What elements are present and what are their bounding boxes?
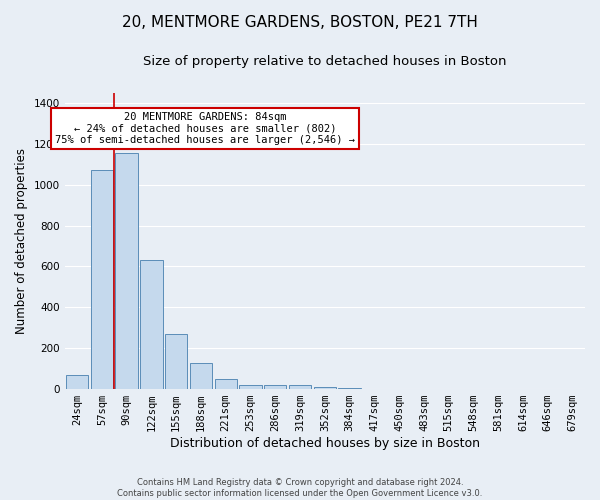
- Y-axis label: Number of detached properties: Number of detached properties: [15, 148, 28, 334]
- Bar: [215, 380, 237, 389]
- Bar: [140, 260, 163, 389]
- Title: Size of property relative to detached houses in Boston: Size of property relative to detached ho…: [143, 55, 506, 68]
- Bar: [289, 386, 311, 389]
- Bar: [165, 334, 187, 389]
- Bar: [190, 362, 212, 389]
- Text: Contains HM Land Registry data © Crown copyright and database right 2024.
Contai: Contains HM Land Registry data © Crown c…: [118, 478, 482, 498]
- Bar: [91, 170, 113, 389]
- Bar: [264, 385, 286, 389]
- Bar: [115, 153, 138, 389]
- Bar: [338, 388, 361, 389]
- Text: 20 MENTMORE GARDENS: 84sqm
← 24% of detached houses are smaller (802)
75% of sem: 20 MENTMORE GARDENS: 84sqm ← 24% of deta…: [55, 112, 355, 145]
- X-axis label: Distribution of detached houses by size in Boston: Distribution of detached houses by size …: [170, 437, 480, 450]
- Bar: [239, 384, 262, 389]
- Bar: [66, 375, 88, 389]
- Text: 20, MENTMORE GARDENS, BOSTON, PE21 7TH: 20, MENTMORE GARDENS, BOSTON, PE21 7TH: [122, 15, 478, 30]
- Bar: [314, 387, 336, 389]
